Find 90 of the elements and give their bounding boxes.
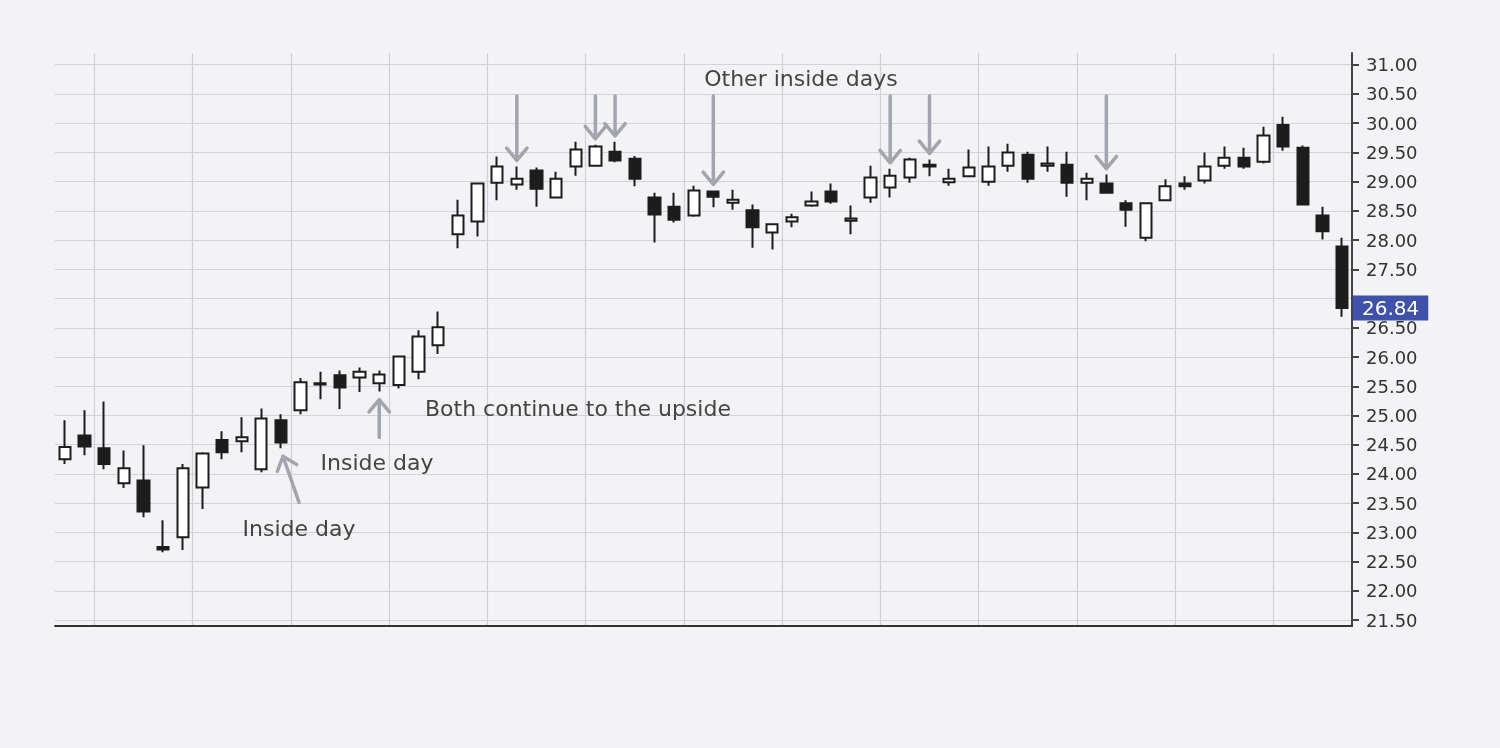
candlestick <box>1001 142 1015 173</box>
y-tick-label: 27.50 <box>1366 258 1418 280</box>
candlestick <box>1237 146 1251 170</box>
candlestick <box>77 409 92 457</box>
candlestick <box>863 164 878 204</box>
y-tick-label: 22.00 <box>1366 580 1418 602</box>
y-tick-label: 30.50 <box>1366 83 1418 105</box>
candlestick <box>254 407 268 474</box>
candlestick <box>647 191 662 244</box>
candlestick <box>372 369 386 393</box>
candlestick <box>569 140 583 177</box>
candlestick <box>1315 205 1330 241</box>
candlestick <box>136 444 151 519</box>
candlestick <box>352 366 367 394</box>
y-tick-label: 25.00 <box>1366 405 1418 427</box>
y-tick-label: 24.50 <box>1366 434 1418 456</box>
y-tick-label: 30.00 <box>1366 112 1418 134</box>
candlestick <box>431 310 445 356</box>
candlestick <box>1021 150 1035 184</box>
candlestick <box>1080 171 1094 202</box>
candlestick <box>333 369 347 411</box>
candlestick <box>1197 151 1212 185</box>
candlestick <box>785 212 799 229</box>
candlestick <box>1139 201 1153 243</box>
candlestick <box>981 145 996 187</box>
candlestick <box>1217 145 1231 170</box>
candlestick <box>844 204 858 236</box>
annotation: Inside day <box>320 449 434 475</box>
candlestick <box>588 143 603 168</box>
candlestick <box>1335 236 1349 318</box>
candlestick <box>1060 150 1074 198</box>
candlestick <box>765 222 779 251</box>
candlestick <box>392 355 406 390</box>
y-tick-label: 26.50 <box>1366 317 1418 339</box>
candlestick <box>726 188 740 211</box>
candlestick <box>195 451 210 511</box>
candlestick <box>235 416 249 454</box>
text: 26.84 <box>1362 295 1420 320</box>
candlestick <box>470 181 485 238</box>
y-tick-label: 29.50 <box>1366 141 1418 163</box>
candlestick <box>962 148 976 178</box>
y-tick-label: 24.00 <box>1366 463 1418 485</box>
annotation: Both continue to the upside <box>425 395 731 421</box>
candlestick <box>274 413 288 450</box>
candlestick <box>942 167 956 187</box>
candlestick <box>903 156 917 184</box>
candlestick <box>549 170 563 199</box>
candlestick <box>1296 144 1310 207</box>
candlestick <box>313 370 327 401</box>
y-tick-label: 22.50 <box>1366 551 1418 573</box>
candlestick <box>608 140 622 164</box>
candlestick <box>745 203 760 249</box>
candlestick <box>1276 115 1290 152</box>
y-tick-label: 25.50 <box>1366 375 1418 397</box>
y-tick-label: 26.00 <box>1366 346 1418 368</box>
candlestick <box>451 198 465 250</box>
y-tick-label: 28.50 <box>1366 200 1418 222</box>
y-tick-label: 29.00 <box>1366 171 1418 193</box>
candlestick <box>1040 145 1055 173</box>
y-tick-label: 28.00 <box>1366 229 1418 251</box>
candlestick <box>490 155 504 202</box>
candlestick <box>117 449 131 490</box>
candlestick <box>706 189 720 209</box>
candlestick <box>58 419 72 466</box>
candlestick <box>1119 199 1133 228</box>
y-tick-label: 23.00 <box>1366 521 1418 543</box>
candlestick <box>510 165 524 191</box>
candlestick <box>97 400 111 471</box>
y-tick-label: 23.50 <box>1366 492 1418 514</box>
candlestick <box>1256 125 1271 165</box>
candlestick <box>667 191 681 224</box>
candlestick <box>215 430 229 461</box>
candlestick <box>1178 175 1192 191</box>
candlestick <box>156 519 170 554</box>
candlestick <box>176 463 190 551</box>
candlestick <box>1158 178 1172 202</box>
candlestick <box>804 190 819 208</box>
candlestick <box>687 184 701 218</box>
annotation: Inside day <box>242 515 356 541</box>
candlestick <box>529 166 544 208</box>
y-tick-label: 31.00 <box>1366 54 1418 76</box>
annotation: Other inside days <box>704 65 898 91</box>
candlestick <box>922 158 937 178</box>
candlestick <box>628 154 642 188</box>
candlestick <box>1099 173 1114 195</box>
y-tick-label: 21.50 <box>1366 609 1418 631</box>
candlestick <box>883 167 897 199</box>
candlestick <box>824 182 838 205</box>
candlestick <box>293 377 308 416</box>
candlestick <box>411 329 426 381</box>
